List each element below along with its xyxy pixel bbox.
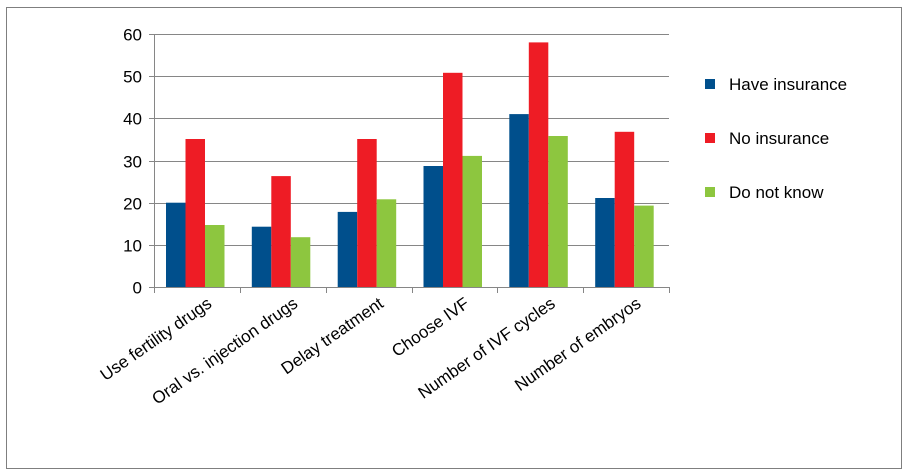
bar-have-insurance: [251, 226, 272, 287]
y-tick-label: 50: [123, 68, 142, 87]
x-tick-label: Oral vs. injection drugs: [149, 294, 302, 409]
bar-do-not-know: [548, 136, 568, 287]
legend-swatch: [705, 187, 715, 197]
legend-label: No insurance: [729, 129, 829, 148]
legend-swatch: [705, 79, 715, 89]
x-tick-label: Choose IVF: [388, 294, 472, 361]
bar-no-insurance: [528, 42, 549, 288]
bar-no-insurance: [271, 176, 291, 287]
y-tick-label: 40: [123, 110, 142, 129]
bar-have-insurance: [509, 114, 529, 287]
bar-no-insurance: [357, 139, 377, 287]
bar-have-insurance: [337, 211, 358, 287]
bar-do-not-know: [290, 237, 311, 287]
y-tick-label: 0: [133, 279, 142, 298]
y-tick-label: 10: [123, 237, 142, 256]
bar-no-insurance: [614, 131, 635, 287]
y-tick-label: 30: [123, 153, 142, 172]
bar-no-insurance: [185, 139, 205, 287]
x-tick-label: Number of IVF cycles: [415, 294, 559, 403]
bar-no-insurance: [443, 72, 463, 287]
legend-swatch: [705, 133, 715, 143]
y-tick-label: 60: [123, 26, 142, 45]
legend-label: Have insurance: [729, 75, 847, 94]
bar-have-insurance: [595, 198, 615, 287]
bar-do-not-know: [634, 205, 654, 287]
y-tick-label: 20: [123, 195, 142, 214]
legend-label: Do not know: [729, 183, 824, 202]
bar-have-insurance: [423, 166, 443, 287]
bar-do-not-know: [462, 155, 482, 287]
bar-do-not-know: [376, 199, 397, 287]
bar-have-insurance: [166, 202, 186, 287]
bar-do-not-know: [205, 225, 225, 287]
